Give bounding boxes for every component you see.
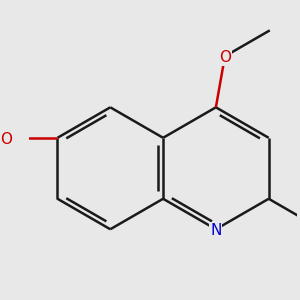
Text: N: N <box>210 223 222 238</box>
Text: O: O <box>219 50 231 65</box>
Text: O: O <box>0 132 12 147</box>
